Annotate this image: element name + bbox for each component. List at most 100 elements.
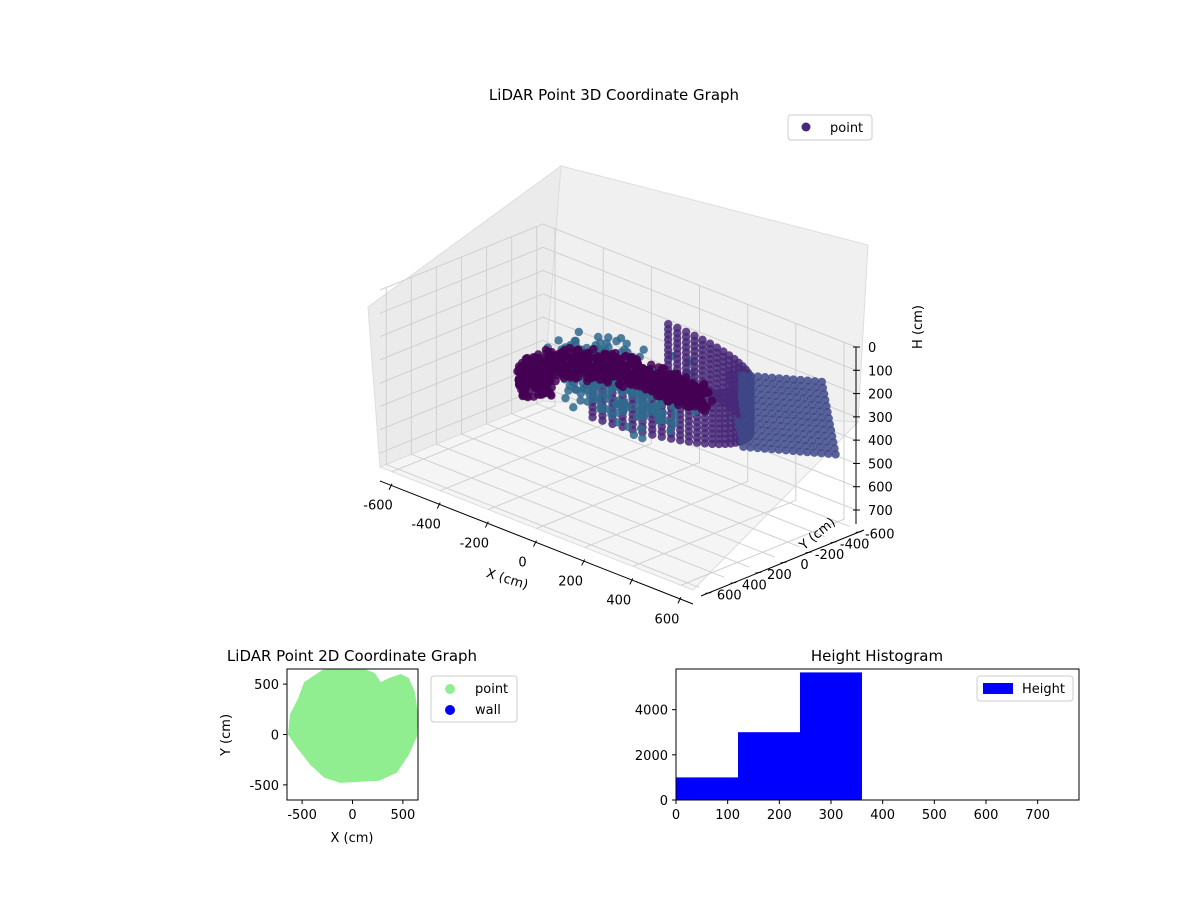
point-marker — [635, 379, 645, 388]
x-tick-label: 300 — [819, 808, 844, 823]
x-tick-label: 0 — [672, 808, 680, 823]
point-marker — [611, 348, 620, 358]
z-axis-3d: 0 100 200 300 400 500 600 700 — [853, 341, 893, 524]
point-marker — [601, 351, 610, 360]
y-tick-label: 600 — [717, 588, 742, 603]
point-marker — [639, 345, 648, 354]
point-marker — [817, 449, 826, 458]
x-tick-label: -600 — [363, 499, 393, 514]
grid-line-z — [379, 223, 857, 348]
plot-frame-histogram — [675, 668, 1080, 801]
y-tick-label: 2000 — [635, 749, 668, 764]
x-tick — [629, 578, 634, 585]
point-marker — [528, 369, 537, 378]
z-tick-label: 400 — [868, 434, 893, 449]
z-tick-label: 600 — [868, 481, 893, 496]
legend-box — [976, 675, 1074, 702]
legend-label-point: point — [475, 682, 508, 697]
point-marker — [633, 401, 642, 410]
point-marker — [692, 438, 702, 447]
point-marker — [569, 403, 578, 412]
legend-3d: point — [787, 114, 873, 141]
histogram-bar — [738, 732, 800, 800]
point-marker — [628, 353, 637, 362]
point-marker — [781, 446, 791, 455]
point-marker — [584, 355, 593, 365]
point-marker — [590, 381, 599, 391]
axes-2d: -500 0 500 -500 0 500 — [249, 678, 415, 823]
x-tick-label: 0 — [348, 808, 356, 823]
z-tick-label: 100 — [868, 364, 893, 379]
point-marker — [603, 366, 612, 375]
z-tick-label: 500 — [868, 457, 893, 472]
point-marker — [602, 339, 611, 348]
x-tick-label: 500 — [922, 808, 947, 823]
point-marker — [673, 369, 682, 379]
point-marker — [663, 378, 673, 387]
y-tick-label: 0 — [800, 558, 808, 573]
x-tick — [581, 559, 586, 566]
grid-line-x — [488, 266, 652, 511]
y-tick — [805, 551, 812, 554]
legend-marker-point — [445, 684, 455, 694]
point-marker — [700, 439, 710, 448]
point-marker — [796, 447, 805, 456]
histogram-bar — [800, 672, 862, 800]
point-marker — [642, 376, 651, 385]
legend-marker-height — [983, 683, 1013, 694]
point-marker — [592, 359, 601, 368]
point-marker — [572, 360, 581, 369]
point-marker — [574, 327, 583, 337]
point-marker — [561, 393, 570, 403]
scatter-2d-plot: LiDAR Point 2D Coordinate Graph -500 0 500… — [219, 647, 518, 846]
x-tick-label: 700 — [1025, 808, 1050, 823]
point-marker — [810, 448, 819, 457]
point-marker — [655, 409, 664, 418]
point-marker — [613, 418, 622, 427]
z-tick-label: 300 — [868, 411, 893, 426]
point-marker — [688, 379, 697, 388]
x-axis-3d: -600 -400 -200 0 200 400 600 — [363, 480, 694, 627]
point-marker — [588, 413, 597, 422]
grid-line-y — [486, 246, 800, 548]
z-tick-label: 0 — [868, 341, 876, 356]
point-marker — [576, 396, 585, 405]
y-tick — [830, 541, 837, 544]
point-marker — [803, 447, 812, 457]
point-marker — [684, 437, 694, 446]
legend-label-wall: wall — [475, 703, 501, 718]
point-marker — [573, 348, 582, 357]
point-marker — [638, 434, 647, 443]
y-tick — [730, 581, 737, 584]
point-marker — [615, 380, 625, 390]
point-marker — [699, 379, 708, 388]
point-marker — [617, 403, 626, 413]
grid-line-y — [435, 267, 750, 568]
point-marker — [697, 402, 706, 411]
x-tick-label: 200 — [558, 574, 583, 589]
point-marker — [636, 424, 646, 433]
legend-label-height: Height — [1022, 682, 1065, 697]
legend-2d: point wall — [430, 675, 518, 723]
y-tick-label: -400 — [840, 538, 870, 553]
grid-line-y — [511, 236, 825, 538]
histogram-bars — [676, 672, 862, 800]
point-marker — [522, 362, 531, 371]
chart-title-2d: LiDAR Point 2D Coordinate Graph — [227, 647, 477, 665]
x-axis-line — [379, 480, 694, 605]
x-tick-label: 200 — [767, 808, 792, 823]
point-marker — [788, 446, 798, 456]
y-tick-label: -600 — [865, 528, 895, 543]
y-tick-label: 0 — [660, 794, 668, 809]
point-marker — [647, 360, 656, 369]
y-tick-label: -500 — [249, 779, 279, 794]
point-marker — [641, 366, 651, 375]
point-marker — [714, 439, 724, 449]
point-marker — [708, 439, 717, 449]
y-tick-label: -200 — [815, 548, 845, 563]
grid-line-y — [410, 277, 725, 578]
point-marker — [598, 405, 608, 414]
point-marker — [559, 351, 569, 361]
point-marker — [707, 396, 717, 405]
histogram-bar — [676, 777, 738, 800]
